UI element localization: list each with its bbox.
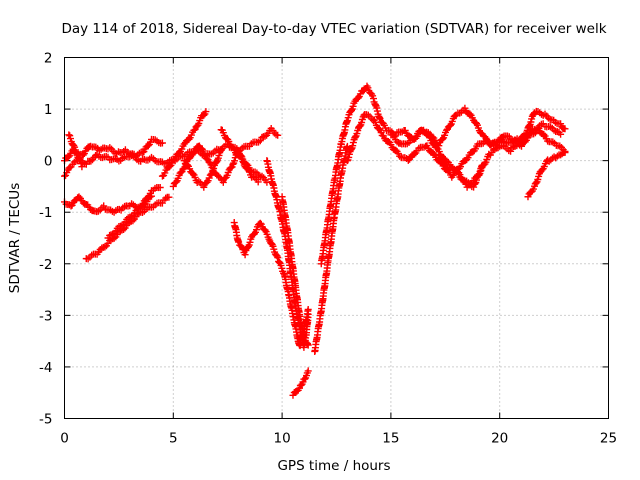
series-arc-19 — [435, 151, 486, 191]
series-arc-13 — [278, 193, 312, 349]
x-tick-label: 20 — [491, 431, 508, 447]
series-arc-20 — [524, 149, 569, 201]
y-tick-label: 1 — [44, 102, 53, 118]
y-tick-label: 2 — [44, 51, 53, 67]
marker-trail — [278, 193, 312, 349]
marker-trail — [289, 367, 312, 399]
y-tick-label: -3 — [39, 308, 52, 324]
marker-trail — [104, 184, 164, 242]
x-tick-label: 15 — [382, 431, 399, 447]
series-arc-05 — [82, 193, 173, 263]
series-arc-07 — [158, 108, 210, 180]
y-tick-label: 0 — [44, 154, 53, 170]
x-axis-label: GPS time / hours — [277, 458, 390, 474]
marker-trail — [435, 151, 486, 191]
marker-trail — [311, 142, 351, 355]
series-arc-09 — [180, 146, 225, 191]
marker-trail — [217, 126, 271, 186]
x-tick-label: 10 — [274, 431, 291, 447]
data-markers — [61, 82, 569, 399]
x-tick-label: 25 — [600, 431, 617, 447]
y-tick-label: -5 — [39, 412, 52, 428]
y-tick-label: -1 — [39, 205, 52, 221]
marker-trail — [524, 149, 569, 201]
series-arc-04 — [65, 131, 86, 171]
marker-trail — [65, 131, 86, 171]
marker-trail — [158, 108, 210, 180]
series-arc-15 — [311, 142, 351, 355]
series-arc-10 — [217, 126, 271, 186]
x-tick-label: 5 — [169, 431, 178, 447]
y-tick-label: -2 — [39, 257, 52, 273]
plot-frame — [64, 57, 609, 419]
x-tick-label: 0 — [60, 431, 69, 447]
y-axis-label: SDTVAR / TECUs — [7, 183, 23, 293]
series-arc-14 — [289, 367, 312, 399]
marker-trail — [82, 193, 173, 263]
marker-trail — [180, 146, 225, 191]
series-arc-06 — [104, 184, 164, 242]
chart-title: Day 114 of 2018, Sidereal Day-to-day VTE… — [61, 21, 606, 37]
y-tick-label: -4 — [39, 360, 52, 376]
